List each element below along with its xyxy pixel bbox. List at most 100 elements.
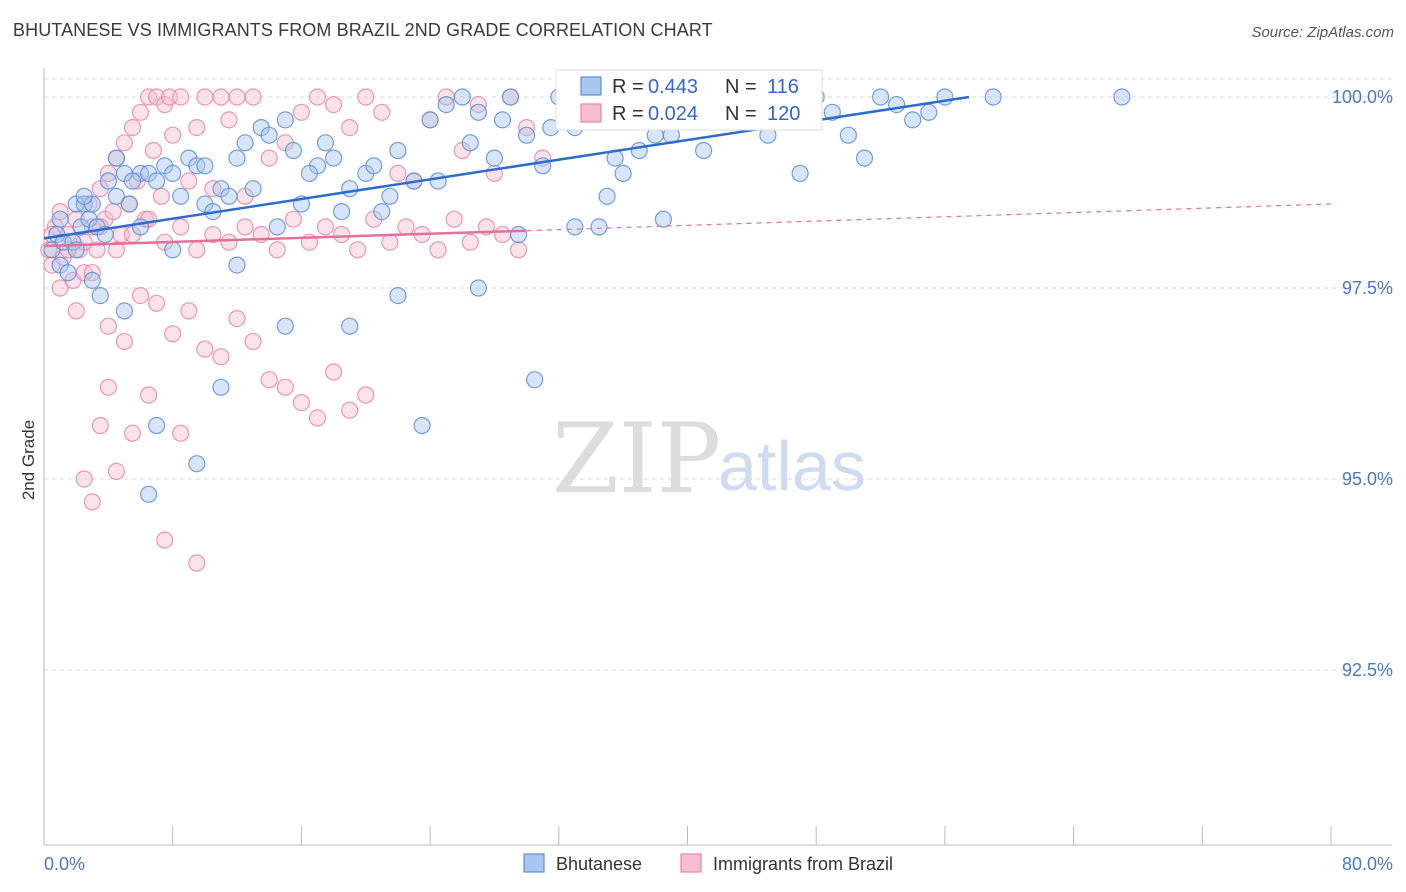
stats-box: R = 0.443 N = 116 R = 0.024 N = 120 (555, 69, 823, 131)
brazil-point (325, 95, 343, 114)
brazil-point (99, 317, 118, 335)
brazil-point (268, 241, 286, 259)
stats-n-label: N = (725, 103, 757, 125)
stats-r-label: R = (612, 103, 644, 125)
bhutanese-point (694, 141, 713, 160)
brazil-point (164, 126, 182, 144)
bhutanese-point (99, 172, 118, 190)
y-axis-label: 2nd Grade (19, 420, 38, 500)
brazil-point (188, 118, 206, 137)
legend-label-bhutanese: Bhutanese (556, 854, 642, 874)
y-tick-label: 92.5% (1342, 660, 1393, 680)
brazil-point (172, 218, 190, 236)
bhutanese-point (244, 180, 262, 198)
brazil-point (333, 225, 351, 244)
bhutanese-point (469, 279, 487, 297)
brazil-point (445, 210, 463, 228)
bhutanese-point (509, 225, 528, 244)
brazil-point (228, 310, 246, 328)
bhutanese-point (461, 134, 479, 152)
stats-n-value: 116 (767, 76, 799, 98)
brazil-point (325, 363, 343, 381)
brazil-point (204, 225, 222, 244)
brazil-point (244, 88, 262, 106)
brazil-point (104, 203, 122, 221)
brazil-point (260, 371, 278, 389)
bhutanese-point (188, 455, 206, 473)
brazil-point (131, 287, 150, 305)
brazil-point (341, 401, 359, 419)
stats-r-value: 0.443 (648, 76, 698, 98)
brazil-point (284, 210, 302, 228)
brazil-point (123, 118, 142, 137)
brazil-point (357, 386, 375, 404)
brazil-trend-line (43, 229, 527, 248)
bhutanese-point (228, 149, 246, 167)
grid-lines (44, 78, 1392, 671)
brazil-point (292, 103, 310, 121)
stats-r-value: 0.024 (648, 103, 698, 125)
brazil-point (236, 218, 254, 236)
brazil-point (115, 134, 134, 152)
bhutanese-point (325, 149, 343, 167)
stats-r-label: R = (612, 76, 644, 98)
brazil-point (107, 241, 126, 259)
brazil-point (172, 424, 190, 442)
brazil-point (180, 172, 198, 190)
watermark-atlas: atlas (718, 427, 866, 505)
bhutanese-point (316, 134, 335, 152)
bhutanese-point (140, 485, 158, 503)
brazil-point (493, 225, 512, 244)
bhutanese-point (164, 241, 182, 259)
bhutanese-point (365, 157, 383, 175)
bhutanese-point (373, 203, 391, 221)
brazil-point (123, 424, 142, 442)
bhutanese-point (381, 187, 399, 205)
bhutanese-point (260, 126, 278, 144)
bhutanese-point (839, 126, 858, 144)
bhutanese-point (421, 111, 439, 129)
bhutanese-point (501, 88, 520, 106)
brazil-point (83, 493, 101, 511)
brazil-point (91, 416, 109, 435)
bhutanese-point (59, 264, 77, 282)
bhutanese-point (389, 287, 407, 305)
y-tick-label: 97.5% (1342, 278, 1393, 298)
brazil-point (164, 325, 182, 343)
bhutanese-point (791, 164, 809, 182)
brazil-point (397, 218, 415, 236)
bhutanese-point (984, 88, 1002, 106)
bhutanese-point (1113, 88, 1131, 106)
bhutanese-point (630, 141, 648, 160)
bhutanese-point (268, 218, 286, 236)
bhutanese-point (598, 187, 616, 205)
bhutanese-point (120, 195, 138, 213)
brazil-point (144, 141, 162, 160)
chart-title: BHUTANESE VS IMMIGRANTS FROM BRAZIL 2ND … (13, 20, 713, 40)
brazil-point (357, 88, 375, 106)
brazil-point (316, 218, 335, 236)
bhutanese-point (485, 149, 503, 167)
bhutanese-point (236, 134, 254, 152)
bhutanese-point (51, 210, 69, 228)
x-tick-label: 0.0% (44, 854, 85, 874)
legend: Bhutanese Immigrants from Brazil (523, 853, 893, 874)
y-tick-label: 95.0% (1342, 469, 1393, 489)
x-tick-labels: 0.0% 80.0% (44, 854, 1393, 874)
bhutanese-point (904, 111, 922, 129)
bhutanese-point (83, 271, 101, 289)
brazil-point (244, 332, 262, 351)
bhutanese-point (493, 111, 512, 129)
brazil-point (152, 187, 170, 205)
bhutanese-point (887, 95, 906, 114)
bhutanese-point (164, 164, 182, 182)
bhutanese-point (220, 187, 238, 205)
bhutanese-point (107, 187, 126, 205)
brazil-point (389, 164, 407, 182)
bhutanese-point (172, 187, 190, 205)
bhutanese-point (212, 378, 230, 396)
brazil-point (509, 241, 528, 259)
brazil-point (373, 103, 391, 121)
y-tick-labels: 100.0% 97.5% 95.0% 92.5% (1332, 87, 1393, 680)
